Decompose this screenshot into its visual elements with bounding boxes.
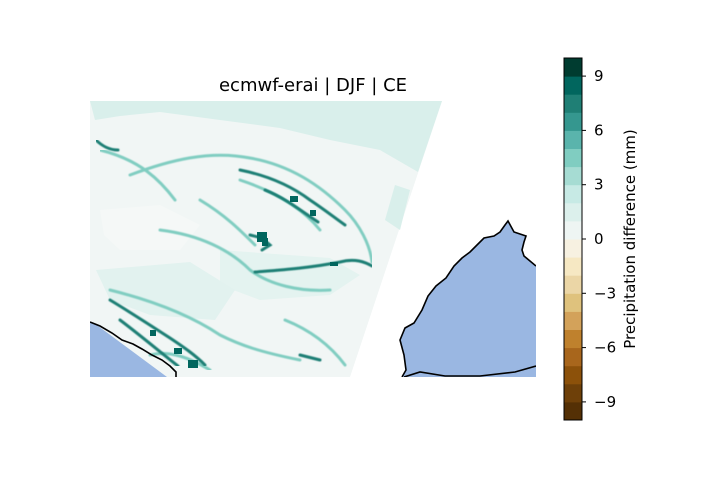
colorbar-swatch: [564, 401, 582, 421]
precip-dark-regions: [94, 138, 374, 368]
colorbar-swatch: [564, 275, 582, 294]
colorbar: 9 6 3 0 −3 −6 −9 Precipitation difference (mm): [563, 57, 639, 421]
colorbar-tick-label: −6: [594, 339, 616, 357]
colorbar-swatch: [564, 202, 582, 222]
colorbar-swatch: [564, 383, 582, 403]
colorbar-swatch: [564, 329, 582, 349]
colorbar-swatch: [564, 220, 582, 240]
colorbar-ticks: 9 6 3 0 −3 −6 −9: [582, 67, 616, 411]
precip-medium-regions: [98, 148, 374, 372]
map-title: ecmwf-erai | DJF | CE: [219, 75, 407, 96]
map-panel: [90, 101, 536, 377]
colorbar-tick-label: 9: [594, 67, 604, 85]
coastline-left: [90, 321, 177, 377]
colorbar-swatch: [564, 239, 582, 258]
colorbar-swatch: [564, 76, 582, 95]
coastlines: [90, 219, 536, 377]
colorbar-swatch: [564, 257, 582, 276]
colorbar-swatch: [564, 184, 582, 204]
colorbar-tick-label: −9: [594, 393, 616, 411]
colorbar-tick-label: 0: [594, 230, 604, 248]
colorbar-swatch: [564, 311, 582, 330]
precip-darkest-regions: [150, 196, 338, 368]
colorbar-swatch: [564, 166, 582, 186]
colorbar-swatch: [564, 58, 582, 77]
colorbar-swatch: [564, 148, 582, 168]
colorbar-tick-label: −3: [594, 284, 616, 302]
precip-light-regions: [90, 101, 442, 320]
colorbar-label: Precipitation difference (mm): [621, 129, 639, 349]
colorbar-swatch: [564, 293, 582, 312]
colorbar-tick-label: 6: [594, 121, 604, 139]
coastline-right: [399, 219, 536, 377]
ocean-right: [400, 221, 536, 377]
colorbar-swatch: [564, 112, 582, 131]
colorbar-swatch: [564, 130, 582, 149]
coastline-bottom-right: [403, 365, 536, 377]
colorbar-swatch: [564, 94, 582, 113]
colorbar-swatch: [564, 347, 582, 367]
colorbar-tick-label: 3: [594, 176, 604, 194]
colorbar-swatches: [564, 58, 582, 421]
colorbar-swatch: [564, 365, 582, 385]
